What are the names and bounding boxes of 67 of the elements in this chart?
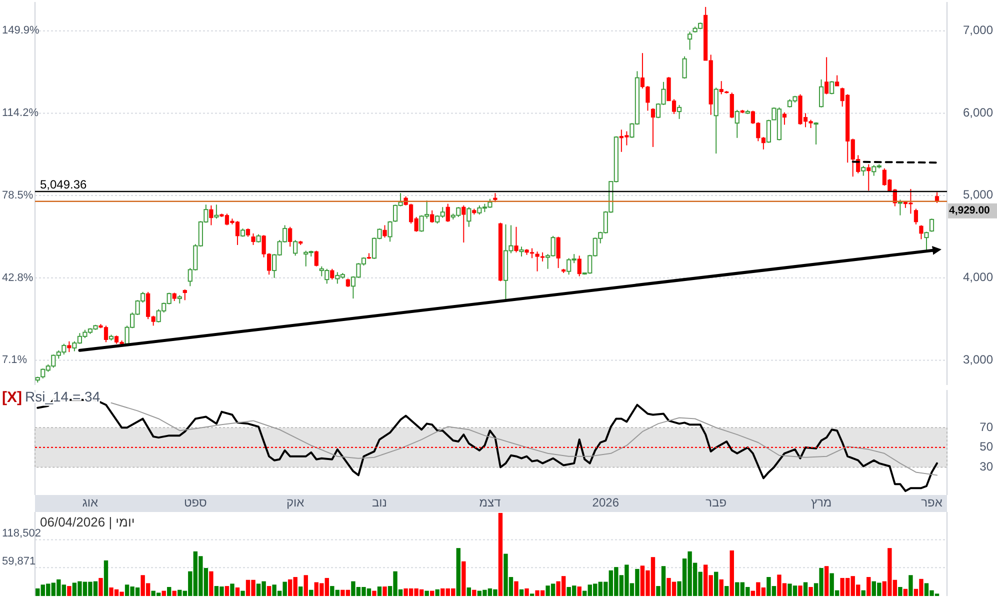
candlestick [446, 203, 450, 222]
candlestick [866, 164, 871, 192]
y2-tick-label: 149.9% [2, 24, 40, 37]
candlestick [214, 204, 219, 220]
y-tick-label: 59,871 [2, 555, 36, 568]
candlestick [251, 232, 256, 246]
candlestick [929, 218, 934, 232]
x-tick-label: ספט [184, 496, 207, 510]
candlestick [688, 31, 692, 50]
candlestick [819, 78, 824, 108]
candlestick [388, 220, 392, 242]
candlestick [314, 250, 318, 267]
y-tick-label: 50 [980, 440, 994, 454]
y-tick-label: 7,000 [962, 23, 994, 37]
candlestick [730, 92, 734, 119]
chart-title: יומי | 06/04/2026 [40, 514, 135, 530]
candlestick [293, 240, 298, 256]
ref-line-label: 4,929.00 [949, 204, 990, 217]
candlestick [824, 56, 829, 95]
y-tick-label: 4,000 [962, 270, 994, 284]
x-tick-label: מרץ [810, 496, 832, 510]
candlestick [734, 109, 740, 138]
y-tick-label: 3,000 [962, 352, 994, 366]
candlestick [835, 74, 840, 87]
candlestick [830, 80, 834, 95]
candlestick [382, 224, 387, 238]
candlestick [514, 226, 518, 253]
y-tick-label: 70 [980, 420, 994, 434]
candlestick [577, 255, 582, 277]
candlestick [914, 208, 918, 225]
candlestick [676, 104, 682, 120]
x-tick-label: 2026 [592, 496, 620, 510]
candlestick [924, 231, 929, 252]
candlestick [682, 56, 687, 80]
x-tick-label: נוב [372, 496, 387, 510]
candlestick [493, 192, 498, 203]
candlestick [861, 165, 866, 176]
candlestick [330, 268, 334, 280]
candlestick [182, 288, 187, 301]
y-tick-label: 118,502 [2, 528, 41, 540]
y2-tick-label: 78.5% [2, 189, 34, 202]
y2-tick-label: 42.8% [2, 272, 34, 284]
candlestick [67, 340, 72, 353]
y-tick-label: 5,000 [962, 188, 994, 202]
ref-line-label: 5,049.36 [40, 178, 88, 192]
candlestick [209, 204, 214, 226]
y-tick-label: 30 [980, 459, 994, 474]
candlestick [288, 226, 292, 248]
candlestick [556, 236, 560, 269]
x-tick-label: דצמ [479, 496, 502, 510]
y2-tick-label: 7.1% [2, 354, 28, 366]
line-series [110, 402, 938, 476]
x-tick-label: אפר [921, 496, 943, 510]
text: [X] [2, 388, 22, 406]
candlestick [466, 206, 472, 228]
x-tick-label: אוג [82, 496, 99, 510]
candlestick [430, 210, 434, 224]
y2-tick-label: 114.2% [2, 107, 39, 120]
candlestick [519, 246, 524, 258]
candlestick [650, 108, 656, 148]
candlestick [782, 112, 787, 126]
candlestick [919, 224, 924, 240]
candlestick [462, 204, 466, 244]
candlestick [814, 122, 818, 145]
x-tick-label: פבר [706, 496, 727, 510]
y-tick-label: 6,000 [962, 105, 994, 120]
x-tick-label: אוק [286, 496, 305, 510]
